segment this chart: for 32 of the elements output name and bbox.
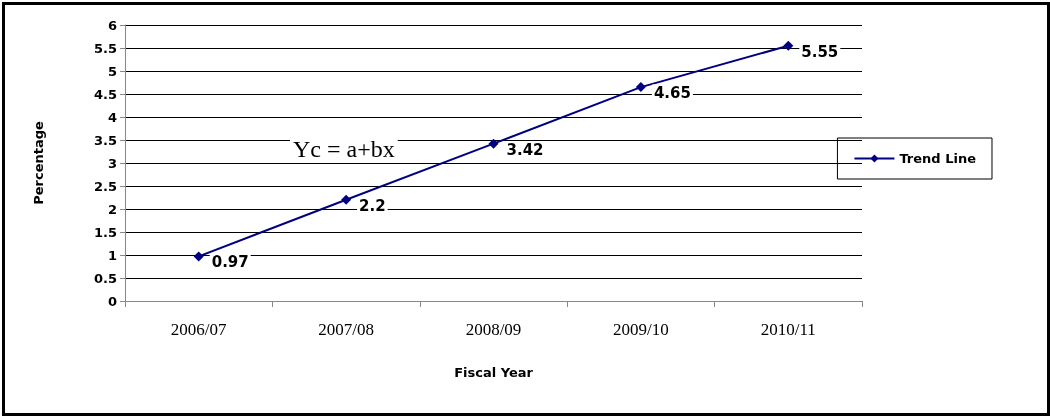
y-axis-title: Percentage: [31, 121, 46, 205]
x-tick-label: 2010/11: [760, 320, 816, 339]
x-axis-title: Fiscal Year: [454, 365, 534, 380]
y-tick-label: 1.5: [93, 224, 117, 240]
data-label: 5.55: [801, 42, 839, 61]
x-tick-label: 2007/08: [318, 320, 374, 339]
y-tick-label: 2.5: [93, 178, 117, 194]
y-tick-label: 0.5: [93, 270, 117, 286]
data-label: 0.97: [211, 253, 249, 272]
y-tick-label: 5: [107, 63, 117, 79]
point: [193, 251, 204, 262]
point: [341, 194, 352, 205]
x-tick-label: 2009/10: [613, 320, 669, 339]
y-tick-label: 2: [107, 201, 117, 217]
data-label: 2.2: [359, 196, 386, 215]
data-label: 3.42: [506, 140, 544, 159]
y-tick-label: 1: [107, 247, 117, 263]
x-tick-label: 2006/07: [170, 320, 228, 339]
x-tick-label: 2008/09: [465, 320, 522, 339]
y-tick-label: 5.5: [93, 40, 117, 56]
y-tick-label: 4: [107, 109, 117, 125]
y-tick-label: 3: [107, 155, 117, 171]
point: [783, 40, 794, 51]
point: [635, 82, 646, 93]
y-tick-label: 3.5: [93, 132, 117, 148]
y-tick-label: 0: [107, 293, 117, 309]
point: [488, 138, 499, 149]
y-tick-label: 6: [107, 17, 117, 33]
legend-label: Trend Line: [899, 151, 977, 166]
annotation: Yc = a+bx: [293, 136, 395, 162]
data-label: 4.65: [653, 84, 691, 103]
y-tick-label: 4.5: [93, 86, 117, 102]
